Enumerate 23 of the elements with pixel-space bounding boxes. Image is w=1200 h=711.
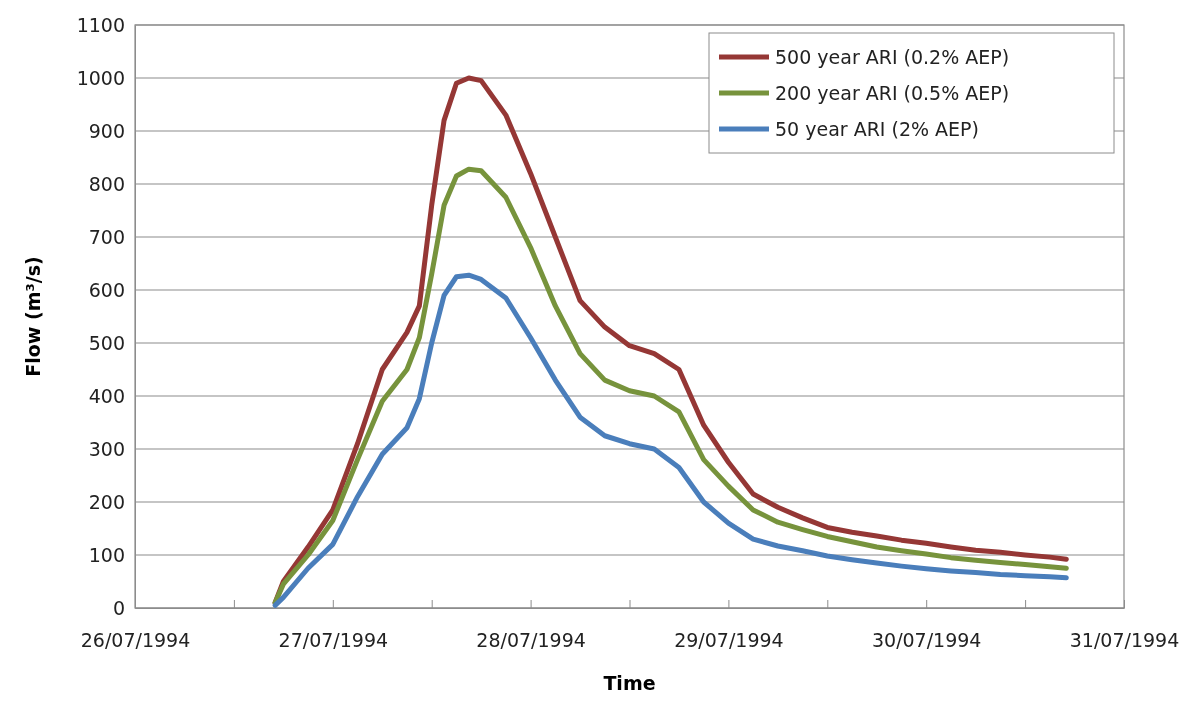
x-tick-label: 28/07/1994 — [476, 629, 586, 652]
y-tick-label: 1000 — [76, 66, 125, 89]
y-tick-label: 1100 — [76, 13, 125, 36]
y-axis-title: Flow (m³/s) — [22, 256, 44, 377]
x-tick-label: 27/07/1994 — [278, 629, 389, 652]
legend-label: 200 year ARI (0.5% AEP) — [775, 82, 1010, 104]
y-tick-label: 400 — [88, 384, 125, 407]
y-tick-label: 700 — [88, 225, 125, 248]
y-tick-label: 800 — [88, 172, 125, 195]
x-tick-label: 26/07/1994 — [80, 629, 191, 652]
y-tick-label: 900 — [88, 119, 125, 142]
x-tick-label: 29/07/1994 — [674, 629, 784, 652]
y-tick-label: 100 — [88, 543, 125, 566]
x-tick-label: 31/07/1994 — [1069, 629, 1180, 652]
x-tick-label: 30/07/1994 — [871, 629, 982, 652]
legend-label: 500 year ARI (0.2% AEP) — [775, 46, 1010, 68]
x-axis-title: Time — [603, 672, 656, 694]
y-tick-label: 300 — [88, 437, 125, 460]
y-tick-label: 200 — [88, 490, 125, 513]
y-tick-label: 500 — [88, 331, 125, 354]
y-tick-label: 600 — [88, 278, 125, 301]
y-tick-label: 0 — [112, 596, 125, 619]
legend-label: 50 year ARI (2% AEP) — [775, 118, 979, 140]
